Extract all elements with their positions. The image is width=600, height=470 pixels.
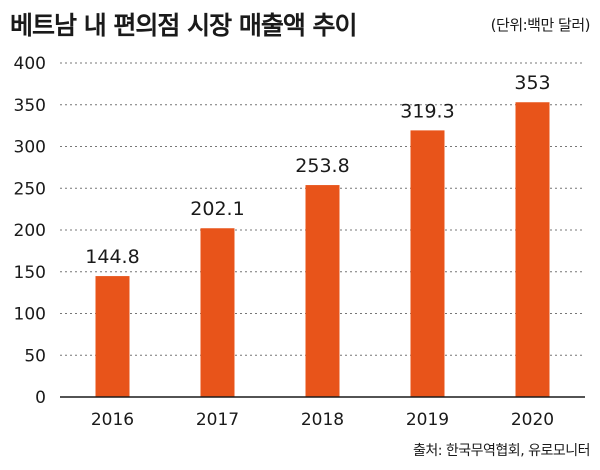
y-tick-label: 50 [24,346,46,366]
bar-2019 [410,130,445,397]
bar-2016 [95,276,130,397]
y-tick-label: 200 [14,221,46,241]
data-label-2019: 319.3 [400,100,454,122]
bars [95,102,550,398]
y-tick-label: 250 [14,179,46,199]
bar-2018 [305,185,340,397]
chart-title: 베트남 내 편의점 시장 매출액 추이 [10,11,358,40]
source-note: 출처: 한국무역협회, 유로모니터 [412,443,591,459]
x-tick-label: 2020 [511,410,554,430]
data-label-2020: 353 [514,72,550,94]
bar-2017 [200,228,235,397]
unit-label: (단위:백만 달러) [490,16,591,34]
y-tick-label: 0 [35,388,46,408]
x-tick-label: 2019 [406,410,449,430]
data-label-2017: 202.1 [190,198,244,220]
bar-2020 [515,102,550,398]
data-labels: 144.8 202.1 253.8 319.3 353 [85,72,550,268]
y-tick-label: 300 [14,138,46,158]
y-tick-label: 100 [14,305,46,325]
y-tick-label: 150 [14,263,46,283]
y-tick-label: 350 [14,96,46,116]
data-label-2018: 253.8 [295,155,349,177]
x-tick-label: 2016 [91,410,134,430]
y-tick-label: 400 [14,54,46,74]
x-tick-label: 2018 [301,410,344,430]
axes: 0 50 100 150 200 250 300 350 400 2016 2017 2018 2019… [14,54,585,430]
data-label-2016: 144.8 [85,246,139,268]
x-tick-label: 2017 [196,410,239,430]
